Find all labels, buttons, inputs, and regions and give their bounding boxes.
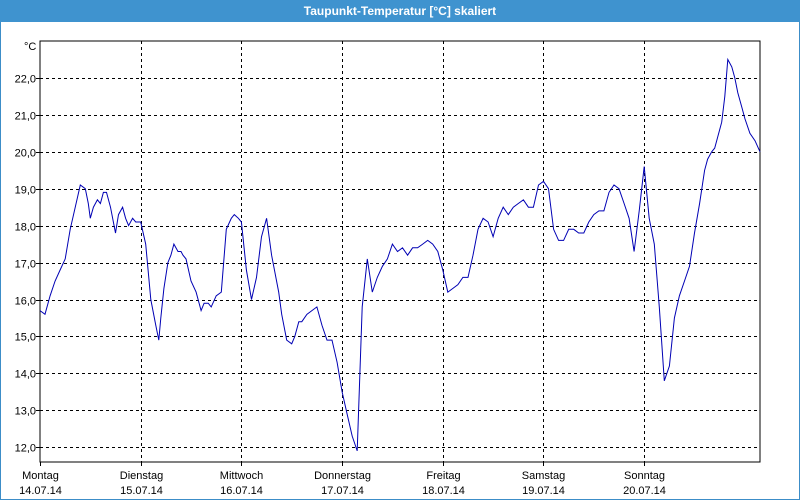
plot-area [39, 40, 761, 463]
y-tick-label: 22,0 [15, 74, 36, 86]
x-tick-label-day: Donnerstag [314, 470, 371, 482]
x-tick-label-date: 20.07.14 [623, 485, 666, 497]
x-tick-label-date: 18.07.14 [422, 485, 465, 497]
x-tick-label-day: Samstag [522, 470, 565, 482]
y-tick-label: 21,0 [15, 111, 36, 123]
y-tick-label: 15,0 [15, 332, 36, 344]
x-tick-label-day: Dienstag [120, 470, 163, 482]
x-tick-label-day: Mittwoch [220, 470, 263, 482]
x-axis-ticks: Montag 14.07.14 Dienstag 15.07.14 Mittwoch 16… [19, 462, 666, 497]
y-tick-label: 14,0 [15, 369, 36, 381]
x-tick-label-day: Montag [22, 470, 59, 482]
y-tick-label: 20,0 [15, 148, 36, 160]
y-tick-label: 17,0 [15, 259, 36, 271]
series-line-dewpoint [39, 57, 761, 452]
y-tick-label: 13,0 [15, 406, 36, 418]
chart-title: Taupunkt-Temperatur [°C] skaliert [0, 0, 800, 22]
x-tick-label-date: 15.07.14 [120, 485, 163, 497]
x-tick-label-date: 16.07.14 [220, 485, 263, 497]
y-axis-unit-label: °C [24, 41, 36, 53]
x-tick-label-date: 19.07.14 [522, 485, 565, 497]
y-tick-label: 19,0 [15, 185, 36, 197]
x-tick-label-day: Freitag [426, 470, 460, 482]
y-tick-label: 12,0 [15, 443, 36, 455]
x-tick-label-date: 17.07.14 [321, 485, 364, 497]
y-tick-label: 18,0 [15, 222, 36, 234]
y-tick-label: 16,0 [15, 296, 36, 308]
y-axis-ticks: 12,0 13,0 14,0 15,0 16,0 17,0 18,0 19,0 20,0 21,0… [15, 74, 40, 455]
x-tick-label-day: Sonntag [624, 470, 665, 482]
x-tick-label-date: 14.07.14 [19, 485, 62, 497]
